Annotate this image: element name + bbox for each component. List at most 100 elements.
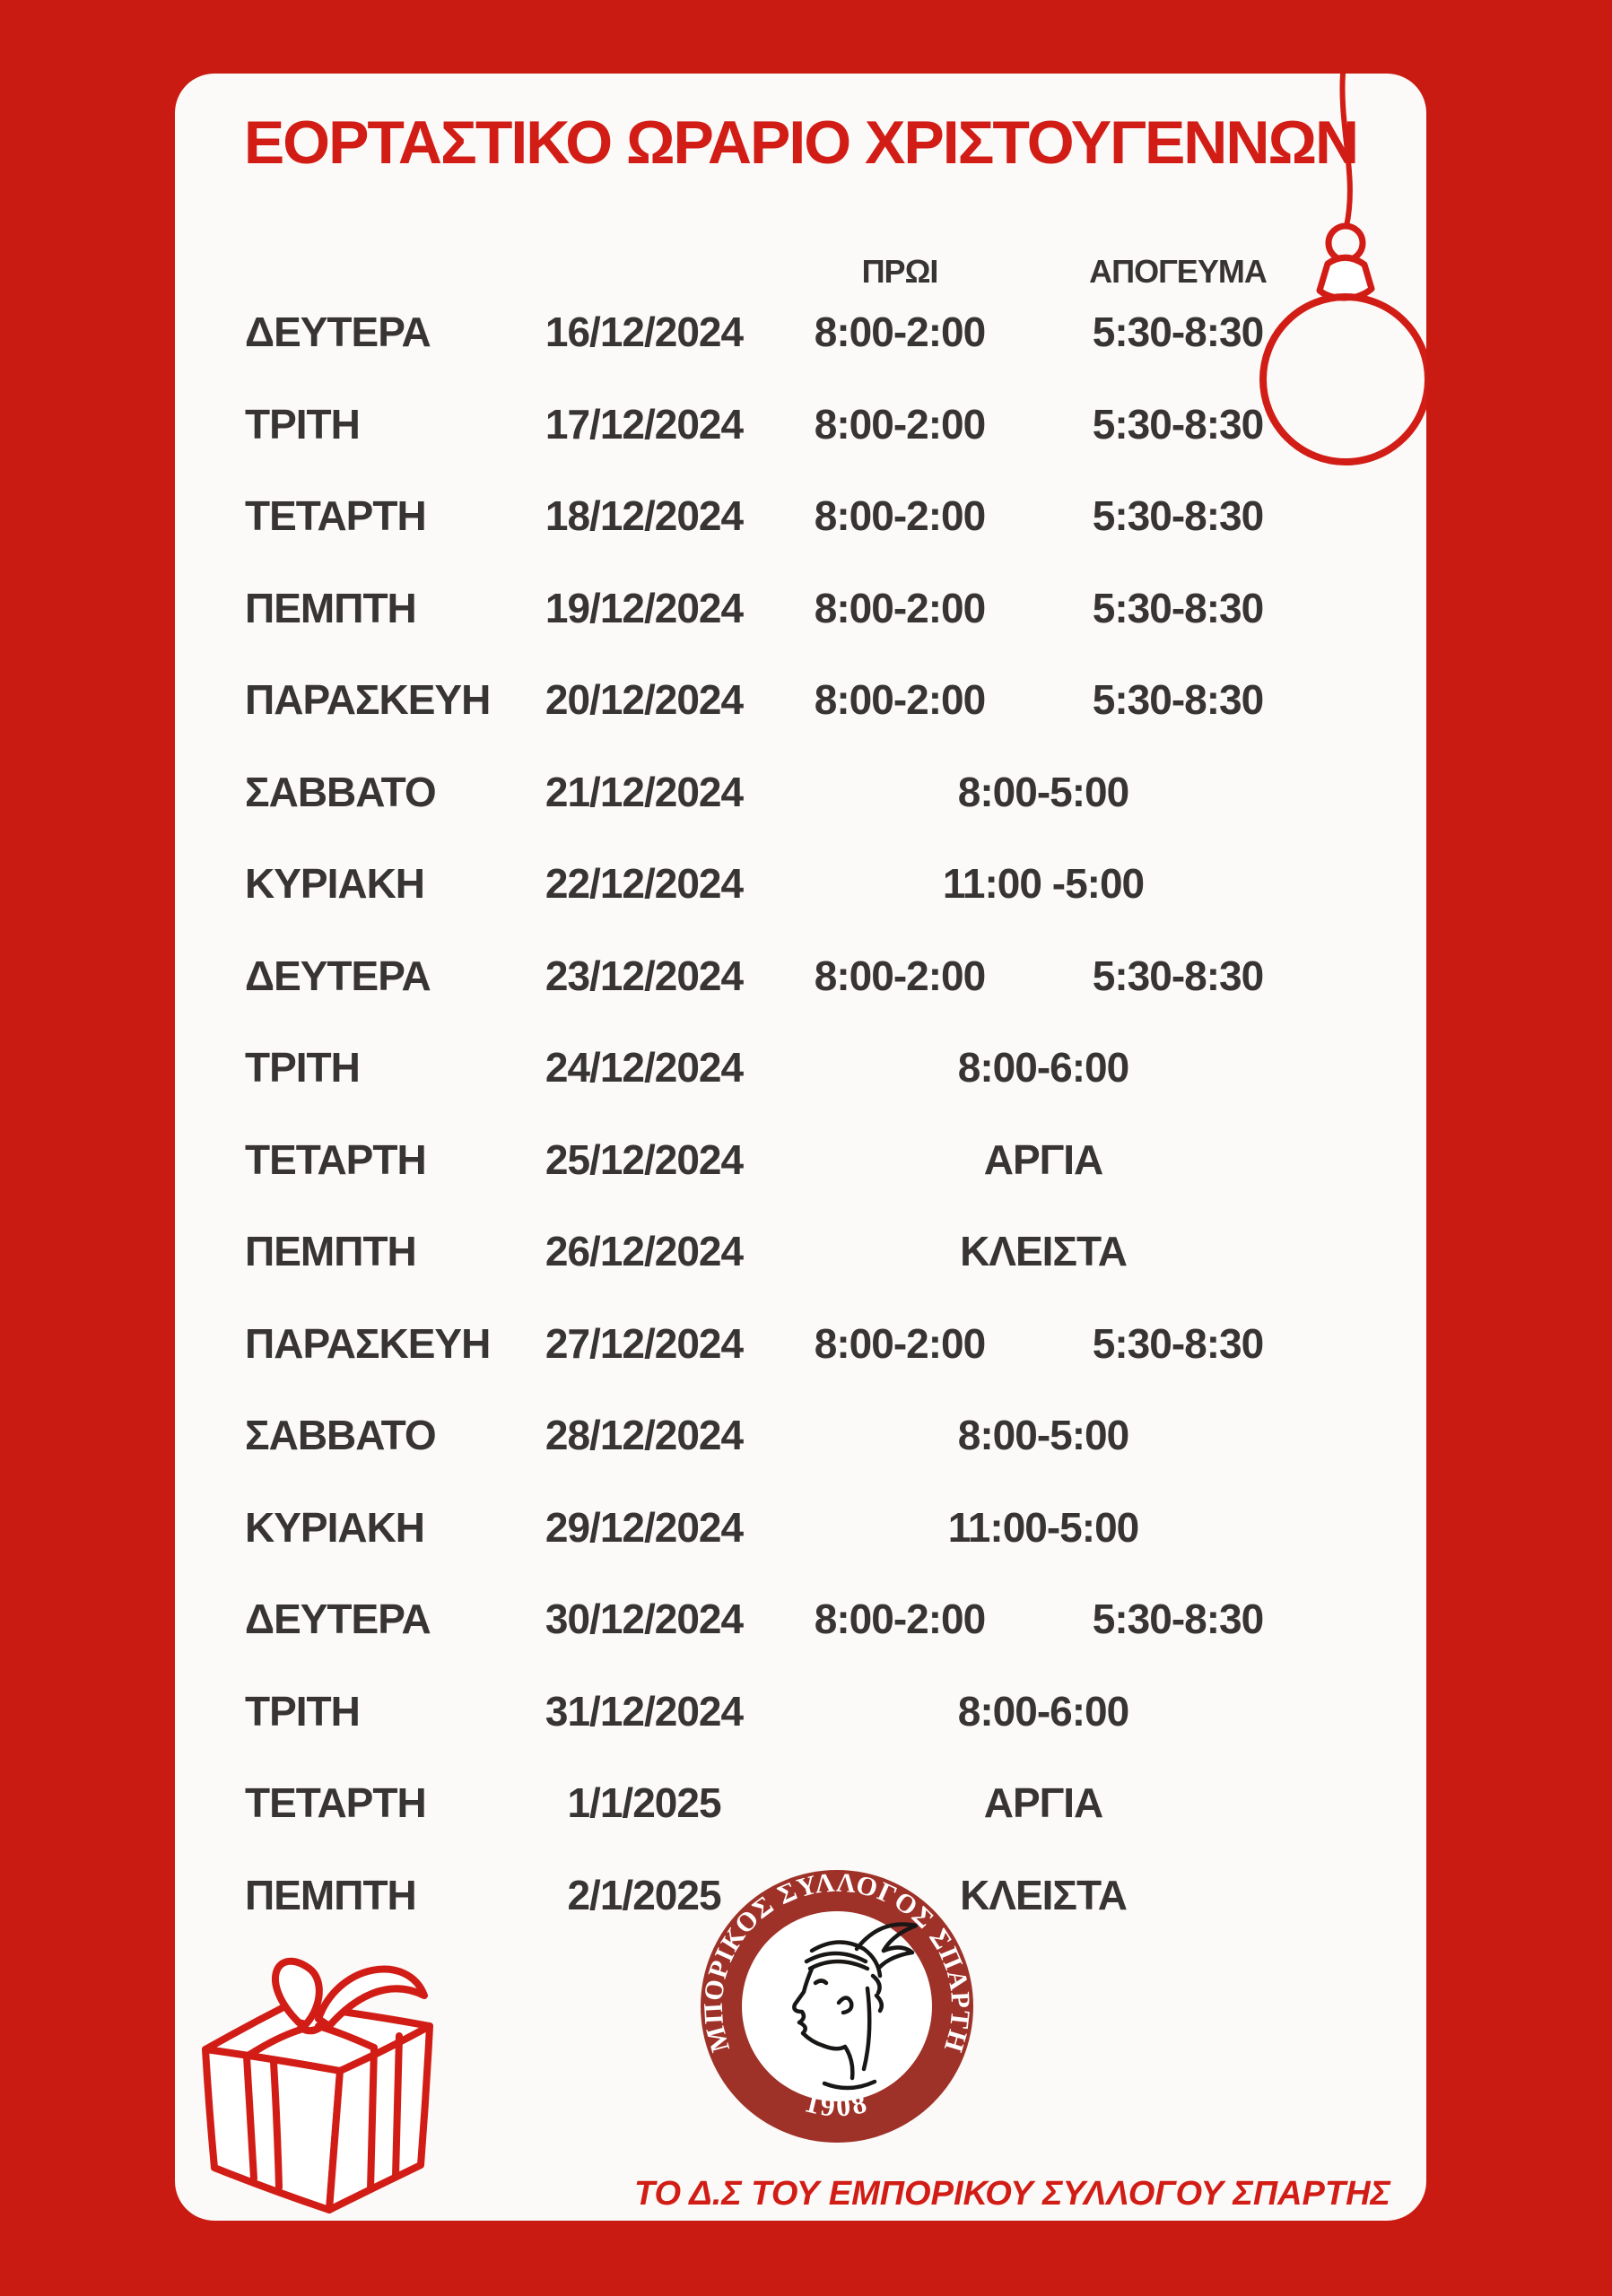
allday-hours-cell: ΑΡΓΙΑ — [983, 1779, 1104, 1827]
afternoon-hours-cell: 5:30-8:30 — [1092, 676, 1264, 724]
schedule-row: ΔΕΥΤΕΡΑ 30/12/2024 8:00-2:00 5:30-8:30 — [175, 1573, 1426, 1665]
schedule-row: ΤΡΙΤΗ 17/12/2024 8:00-2:00 5:30-8:30 — [175, 378, 1426, 471]
header-morning: ΠΡΩΙ — [861, 253, 939, 290]
gift-ribbon-right — [367, 2032, 403, 2193]
date-cell: 24/12/2024 — [545, 1044, 744, 1091]
afternoon-hours-cell: 5:30-8:30 — [1092, 1319, 1264, 1367]
gift-ribbon-top — [243, 2022, 378, 2060]
date-cell: 31/12/2024 — [545, 1687, 744, 1735]
day-cell: ΤΕΤΑΡΤΗ — [245, 492, 427, 540]
schedule-row: ΠΑΡΑΣΚΕΥΗ 27/12/2024 8:00-2:00 5:30-8:30 — [175, 1298, 1426, 1390]
morning-hours-cell: 8:00-2:00 — [814, 676, 986, 724]
day-cell: ΔΕΥΤΕΡΑ — [245, 952, 431, 999]
date-cell: 1/1/2025 — [567, 1779, 721, 1827]
date-cell: 16/12/2024 — [545, 309, 744, 356]
schedule-row: ΤΕΤΑΡΤΗ 1/1/2025 ΑΡΓΙΑ — [175, 1757, 1426, 1849]
schedule-row: ΠΕΜΠΤΗ 26/12/2024 ΚΛΕΙΣΤΑ — [175, 1205, 1426, 1298]
allday-hours-cell: 11:00-5:00 — [947, 1503, 1140, 1551]
allday-hours-cell: 8:00-6:00 — [957, 1687, 1129, 1735]
morning-hours-cell: 8:00-2:00 — [814, 952, 986, 999]
schedule-row: ΠΑΡΑΣΚΕΥΗ 20/12/2024 8:00-2:00 5:30-8:30 — [175, 654, 1426, 746]
date-cell: 20/12/2024 — [545, 676, 744, 724]
gift-bow-left-loop — [272, 1957, 323, 2028]
afternoon-hours-cell: 5:30-8:30 — [1092, 1596, 1264, 1643]
schedule-row: ΠΕΜΠΤΗ 2/1/2025 ΚΛΕΙΣΤΑ — [175, 1849, 1426, 1942]
date-cell: 21/12/2024 — [545, 768, 744, 815]
svg-text:1908: 1908 — [802, 2085, 872, 2122]
day-cell: ΚΥΡΙΑΚΗ — [245, 860, 425, 908]
schedule-row: ΤΡΙΤΗ 31/12/2024 8:00-6:00 — [175, 1665, 1426, 1758]
morning-hours-cell: 8:00-2:00 — [814, 1596, 986, 1643]
date-cell: 23/12/2024 — [545, 952, 744, 999]
afternoon-hours-cell: 5:30-8:30 — [1092, 492, 1264, 540]
gift-bow-right-loop — [315, 1965, 428, 2030]
schedule-row: ΣΑΒΒΑΤΟ 21/12/2024 8:00-5:00 — [175, 746, 1426, 839]
allday-hours-cell: 8:00-5:00 — [957, 1412, 1129, 1459]
day-cell: ΤΡΙΤΗ — [245, 1044, 361, 1091]
schedule-row: ΤΕΤΑΡΤΗ 18/12/2024 8:00-2:00 5:30-8:30 — [175, 470, 1426, 562]
hermes-head-drawing — [792, 1922, 919, 2091]
day-cell: ΣΑΒΒΑΤΟ — [245, 1412, 437, 1459]
day-cell: ΔΕΥΤΕΡΑ — [245, 309, 431, 356]
schedule-row: ΔΕΥΤΕΡΑ 16/12/2024 8:00-2:00 5:30-8:30 — [175, 286, 1426, 378]
afternoon-hours-cell: 5:30-8:30 — [1092, 309, 1264, 356]
date-cell: 30/12/2024 — [545, 1596, 744, 1643]
date-cell: 2/1/2025 — [567, 1871, 721, 1918]
day-cell: ΠΕΜΠΤΗ — [245, 584, 417, 631]
gift-bow-knot — [297, 2021, 327, 2035]
day-cell: ΠΑΡΑΣΚΕΥΗ — [245, 1319, 491, 1367]
footer-signature: ΤΟ Δ.Σ ΤΟΥ ΕΜΠΟΡΙΚΟΥ ΣΥΛΛΟΓΟΥ ΣΠΑΡΤΗΣ — [634, 2175, 1390, 2213]
date-cell: 28/12/2024 — [545, 1412, 744, 1459]
schedule-row: ΣΑΒΒΑΤΟ 28/12/2024 8:00-5:00 — [175, 1389, 1426, 1482]
allday-hours-cell: ΚΛΕΙΣΤΑ — [960, 1228, 1128, 1275]
allday-hours-cell: ΚΛΕΙΣΤΑ — [960, 1871, 1128, 1918]
gift-ribbon-left — [243, 2053, 283, 2191]
date-cell: 25/12/2024 — [545, 1135, 744, 1183]
poster-card: ΕΟΡΤΑΣΤΙΚΟ ΩΡΑΡΙΟ ΧΡΙΣΤΟΥΓΕΝΝΩΝ ΠΡΩΙ ΑΠΟ… — [175, 74, 1426, 2221]
header-afternoon: ΑΠΟΓΕΥΜΑ — [1089, 253, 1268, 290]
day-cell: ΠΕΜΠΤΗ — [245, 1871, 417, 1918]
allday-hours-cell: 11:00 -5:00 — [942, 860, 1145, 908]
morning-hours-cell: 8:00-2:00 — [814, 400, 986, 448]
schedule-row: ΤΕΤΑΡΤΗ 25/12/2024 ΑΡΓΙΑ — [175, 1114, 1426, 1206]
day-cell: ΤΡΙΤΗ — [245, 1687, 361, 1735]
allday-hours-cell: 8:00-6:00 — [957, 1044, 1129, 1091]
date-cell: 29/12/2024 — [545, 1503, 744, 1551]
seal-year-text: 1908 — [802, 2085, 869, 2122]
day-cell: ΔΕΥΤΕΡΑ — [245, 1596, 431, 1643]
afternoon-hours-cell: 5:30-8:30 — [1092, 400, 1264, 448]
day-cell: ΤΕΤΑΡΤΗ — [245, 1779, 427, 1827]
gift-left-face — [202, 2046, 344, 2213]
schedule-row: ΠΕΜΠΤΗ 19/12/2024 8:00-2:00 5:30-8:30 — [175, 562, 1426, 655]
morning-hours-cell: 8:00-2:00 — [814, 1319, 986, 1367]
day-cell: ΚΥΡΙΑΚΗ — [245, 1503, 425, 1551]
afternoon-hours-cell: 5:30-8:30 — [1092, 584, 1264, 631]
day-cell: ΤΡΙΤΗ — [245, 400, 361, 448]
gift-right-face — [326, 2022, 433, 2213]
gift-box-drawing — [202, 1957, 433, 2213]
date-cell: 27/12/2024 — [545, 1319, 744, 1367]
date-cell: 17/12/2024 — [545, 400, 744, 448]
morning-hours-cell: 8:00-2:00 — [814, 309, 986, 356]
allday-hours-cell: ΑΡΓΙΑ — [983, 1135, 1104, 1183]
morning-hours-cell: 8:00-2:00 — [814, 492, 986, 540]
date-cell: 19/12/2024 — [545, 584, 744, 631]
schedule-row: ΔΕΥΤΕΡΑ 23/12/2024 8:00-2:00 5:30-8:30 — [175, 930, 1426, 1022]
date-cell: 26/12/2024 — [545, 1228, 744, 1275]
morning-hours-cell: 8:00-2:00 — [814, 584, 986, 631]
day-cell: ΠΕΜΠΤΗ — [245, 1228, 417, 1275]
allday-hours-cell: 8:00-5:00 — [957, 768, 1129, 815]
afternoon-hours-cell: 5:30-8:30 — [1092, 952, 1264, 999]
poster-title: ΕΟΡΤΑΣΤΙΚΟ ΩΡΑΡΙΟ ΧΡΙΣΤΟΥΓΕΝΝΩΝ — [243, 109, 1359, 177]
schedule-row: ΚΥΡΙΑΚΗ 22/12/2024 11:00 -5:00 — [175, 838, 1426, 930]
day-cell: ΤΕΤΑΡΤΗ — [245, 1135, 427, 1183]
schedule-row: ΤΡΙΤΗ 24/12/2024 8:00-6:00 — [175, 1022, 1426, 1114]
schedule-header-row: ΠΡΩΙ ΑΠΟΓΕΥΜΑ — [175, 242, 1426, 301]
day-cell: ΣΑΒΒΑΤΟ — [245, 768, 437, 815]
date-cell: 22/12/2024 — [545, 860, 744, 908]
date-cell: 18/12/2024 — [545, 492, 744, 540]
schedule-row: ΚΥΡΙΑΚΗ 29/12/2024 11:00-5:00 — [175, 1482, 1426, 1574]
schedule-table: ΔΕΥΤΕΡΑ 16/12/2024 8:00-2:00 5:30-8:30 ΤΡΙΤΗ… — [175, 286, 1426, 1941]
day-cell: ΠΑΡΑΣΚΕΥΗ — [245, 676, 491, 724]
